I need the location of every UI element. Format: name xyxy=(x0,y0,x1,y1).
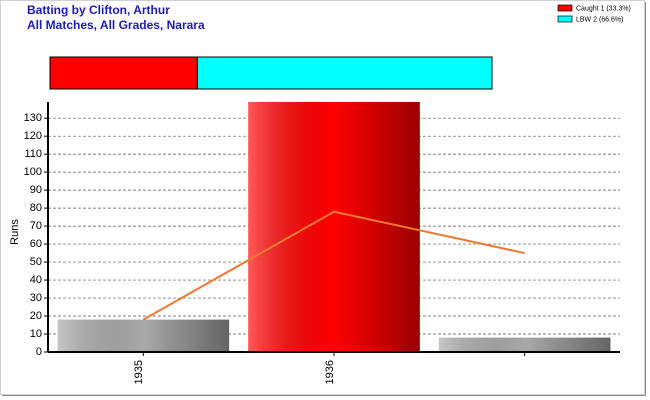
y-tick-label: 50 xyxy=(30,256,42,268)
y-tick-label: 30 xyxy=(30,292,42,304)
legend-swatch xyxy=(557,15,573,23)
y-tick-label: 10 xyxy=(30,328,42,340)
y-tick-label: 120 xyxy=(24,130,42,142)
y-tick-label: 60 xyxy=(30,238,42,250)
y-tick-label: 70 xyxy=(30,220,42,232)
y-tick-label: 0 xyxy=(36,346,42,358)
bar-shade xyxy=(248,102,420,352)
legend-swatch xyxy=(557,4,573,12)
y-tick-label: 20 xyxy=(30,310,42,322)
y-tick-label: 80 xyxy=(30,202,42,214)
y-tick-label: 40 xyxy=(30,274,42,286)
dismissal-segment xyxy=(196,56,493,90)
legend-label: LBW 2 (66.6%) xyxy=(576,16,623,23)
chart-title: Batting by Clifton, Arthur xyxy=(27,3,170,17)
y-tick-label: 90 xyxy=(30,184,42,196)
chart-subtitle: All Matches, All Grades, Narara xyxy=(27,18,205,32)
bar-shade xyxy=(438,337,611,352)
line xyxy=(142,210,525,321)
x-tick-label: 1935 xyxy=(133,360,145,384)
x-tick-label: 1936 xyxy=(324,360,336,384)
legend-label: Caught 1 (33.3%) xyxy=(576,5,631,12)
y-axis-label: Runs xyxy=(9,219,21,245)
y-tick-label: 100 xyxy=(24,166,42,178)
dismissal-segment xyxy=(49,56,198,90)
bar-shade xyxy=(57,319,230,352)
y-tick-label: 130 xyxy=(24,112,42,124)
y-tick-label: 110 xyxy=(24,148,42,160)
